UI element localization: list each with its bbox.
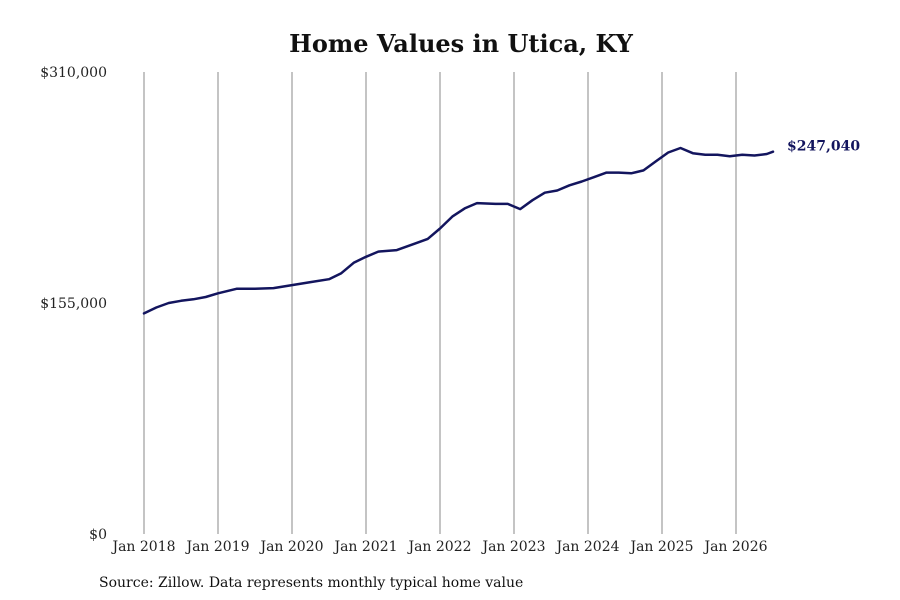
x-tick-label: Jan 2025 xyxy=(628,539,693,555)
y-tick-label: $310,000 xyxy=(40,65,107,81)
x-tick-label: Jan 2022 xyxy=(406,539,471,555)
end-value-label: $247,040 xyxy=(787,139,860,155)
chart-title: Home Values in Utica, KY xyxy=(289,29,634,58)
x-tick-label: Jan 2020 xyxy=(258,539,323,555)
y-axis-ticks: $310,000 $155,000 $0 xyxy=(40,65,107,543)
gridlines xyxy=(143,72,737,534)
source-note: Source: Zillow. Data represents monthly … xyxy=(99,575,523,591)
x-tick-label: Jan 2023 xyxy=(480,539,545,555)
x-tick-label: Jan 2026 xyxy=(702,539,767,555)
series-line xyxy=(142,146,775,315)
x-tick-label: Jan 2019 xyxy=(184,539,249,555)
x-tick-label: Jan 2024 xyxy=(554,539,619,555)
x-axis-ticks: Jan 2018 Jan 2019 Jan 2020 Jan 2021 Jan 2022… xyxy=(110,539,767,555)
y-tick-label: $0 xyxy=(89,527,107,543)
x-tick-label: Jan 2021 xyxy=(332,539,397,555)
y-tick-label: $155,000 xyxy=(40,296,107,312)
x-tick-label: Jan 2018 xyxy=(110,539,175,555)
